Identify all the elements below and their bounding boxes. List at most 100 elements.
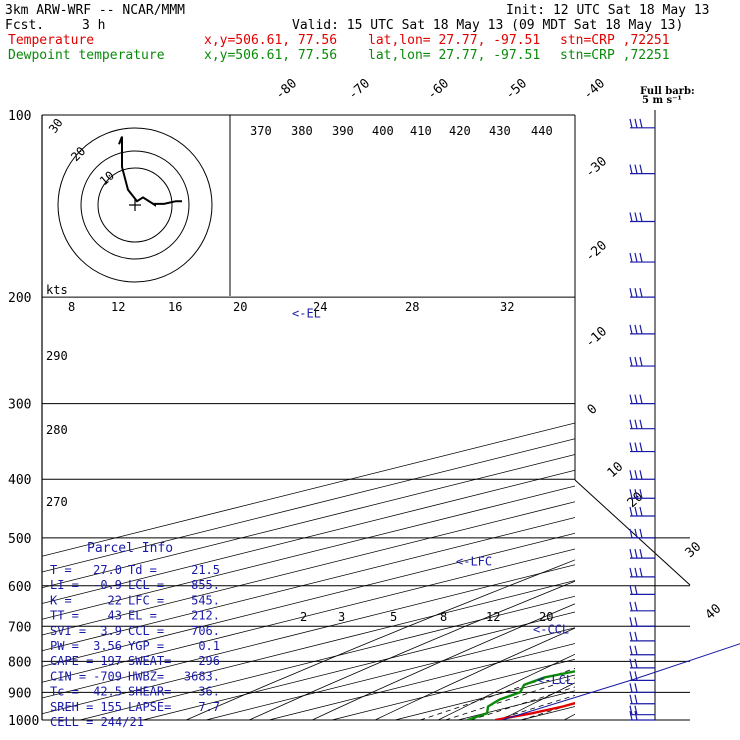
wind-barb-flag bbox=[639, 567, 643, 578]
wind-barb-flag bbox=[634, 212, 638, 222]
wind-barb-flag bbox=[634, 394, 638, 404]
isotherm-line bbox=[42, 580, 575, 715]
fcst-value: 3 h bbox=[82, 18, 105, 33]
upper-mixing-label: 28 bbox=[405, 300, 419, 314]
isotherm-line bbox=[142, 611, 575, 720]
upper-mixing-label: 20 bbox=[233, 300, 247, 314]
parcel-info-cell: 0.1 bbox=[198, 639, 220, 653]
dry-adiabat-line bbox=[375, 627, 575, 720]
pressure-label: 900 bbox=[8, 686, 31, 701]
parcel-info-cell: 3.56 bbox=[93, 639, 122, 653]
parcel-info-cell: 3683. bbox=[184, 669, 220, 683]
hodograph-ring bbox=[57, 127, 213, 283]
parcel-info-cell: 197 bbox=[100, 654, 122, 668]
dry-adiabat-line bbox=[312, 603, 575, 720]
theta-label: 440 bbox=[531, 124, 553, 138]
wind-barb-flag bbox=[634, 287, 638, 298]
mixing-ratio-label: 12 bbox=[486, 610, 500, 624]
isotherm-label: -70 bbox=[346, 76, 373, 103]
wind-barb-flag bbox=[634, 528, 638, 539]
wind-barb-flag bbox=[639, 528, 643, 539]
mixing-ratio-label: 20 bbox=[539, 610, 553, 624]
dry-adiabat-line bbox=[249, 580, 575, 720]
pressure-label: 700 bbox=[8, 620, 31, 635]
wind-barb-flag bbox=[634, 705, 638, 715]
parcel-info-cell: -0.9 bbox=[93, 578, 122, 592]
parcel-info-cell: CIN = bbox=[50, 669, 86, 683]
moist-adiabat-line bbox=[495, 694, 575, 720]
wind-barb-flag bbox=[634, 645, 638, 655]
wind-barb-flag bbox=[634, 694, 638, 704]
wind-barb-flag bbox=[634, 164, 638, 174]
pressure-label: 200 bbox=[8, 291, 31, 306]
dewpoint-station: stn=CRP ,72251 bbox=[560, 48, 670, 63]
wind-barb-flag bbox=[629, 548, 633, 559]
moist-adiabat-line bbox=[420, 668, 575, 720]
wind-barb-flag bbox=[629, 212, 633, 222]
wind-barb-flag bbox=[629, 324, 633, 334]
hodograph-ring bbox=[97, 167, 173, 243]
isotherm-line bbox=[42, 564, 575, 699]
hodograph-ring-label: 10 bbox=[97, 168, 117, 188]
wind-barb-flag bbox=[639, 287, 643, 298]
dry-adiabat-line bbox=[564, 713, 575, 720]
wind-barb-flag bbox=[634, 548, 638, 559]
wind-barb-flag bbox=[629, 470, 633, 480]
parcel-info-cell: 855. bbox=[191, 578, 220, 592]
wind-barb-flag bbox=[629, 489, 633, 499]
theta-label: 390 bbox=[332, 124, 354, 138]
parcel-info-cell: 296 bbox=[198, 654, 220, 668]
dry-adiabat-line bbox=[438, 653, 575, 720]
parcel-path bbox=[501, 643, 740, 721]
pressure-label: 400 bbox=[8, 473, 31, 488]
wind-barb-flag bbox=[629, 506, 633, 517]
wind-barb-flag bbox=[634, 419, 638, 429]
parcel-info-cell: -709 bbox=[93, 669, 122, 683]
parcel-info-cell: EL = bbox=[128, 609, 157, 623]
wind-barb-flag bbox=[639, 164, 643, 174]
temperature-legend: Temperature bbox=[8, 33, 94, 48]
mixing-ratio-label: 3 bbox=[338, 610, 345, 624]
isotherm-label: -40 bbox=[581, 76, 608, 103]
wind-barb-flag bbox=[629, 356, 633, 367]
wind-barb-flag bbox=[639, 548, 643, 559]
parcel-info-cell: LFC = bbox=[128, 593, 164, 607]
level-marker-label: <-CCL bbox=[533, 623, 569, 637]
wind-barb-flag bbox=[634, 506, 638, 517]
parcel-info-cell: TT = bbox=[50, 609, 79, 623]
theta-left-label: 280 bbox=[46, 423, 68, 437]
isotherm-line bbox=[457, 690, 575, 720]
parcel-info-cell: SVI = bbox=[50, 624, 86, 638]
wind-barb-flag bbox=[634, 567, 638, 578]
pressure-label: 100 bbox=[8, 109, 31, 124]
wind-barb-flag bbox=[634, 683, 638, 693]
isotherm-label: -30 bbox=[583, 154, 610, 181]
wind-barb-flag bbox=[629, 252, 633, 263]
theta-label: 410 bbox=[410, 124, 432, 138]
dry-adiabat-line bbox=[627, 115, 740, 720]
wind-barb-flag bbox=[629, 683, 633, 693]
wind-barb-flag bbox=[634, 585, 638, 595]
parcel-info-cell: SREH = bbox=[50, 700, 93, 714]
dewpoint-coords: x,y=506.61, 77.56 bbox=[204, 48, 337, 63]
level-marker-label: <-EL bbox=[292, 306, 321, 320]
parcel-info-cell: SHEAR= bbox=[128, 685, 171, 699]
wind-barb-flag bbox=[629, 585, 633, 595]
isotherm-label: -20 bbox=[583, 238, 610, 265]
wind-barb-flag bbox=[629, 567, 633, 578]
mixing-ratio-label: 2 bbox=[300, 610, 307, 624]
dry-adiabat-line bbox=[690, 115, 740, 720]
wind-barb-flag bbox=[639, 489, 643, 499]
parcel-info-cell: SWEAT= bbox=[128, 654, 171, 668]
parcel-info-cell: 706. bbox=[191, 624, 220, 638]
parcel-info-cell: LCL = bbox=[128, 578, 164, 592]
wind-barb-flag bbox=[629, 631, 633, 642]
isotherm-line bbox=[205, 627, 575, 720]
wind-barb-flag bbox=[639, 419, 643, 429]
hodograph-units-label: kts bbox=[46, 283, 68, 297]
parcel-info-cell: 3.9 bbox=[100, 624, 122, 638]
init-time: Init: 12 UTC Sat 18 May 13 bbox=[506, 3, 710, 18]
isotherm-line bbox=[42, 532, 575, 667]
parcel-info-cell: Tc = bbox=[50, 685, 79, 699]
